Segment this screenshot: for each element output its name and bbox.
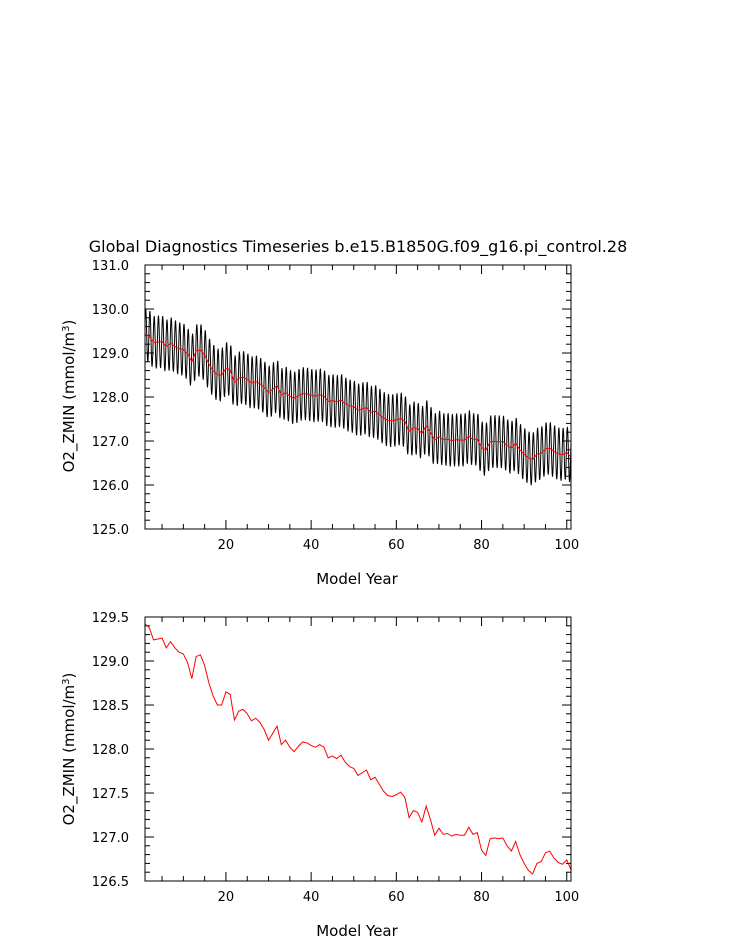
top-tick-labels: 20 40 60 80 100 125.0 126.0 127.0 128.0 129.0 130.… [92,259,579,553]
top-y-axis-label: O2_ZMIN (mmol/m3) [60,320,79,473]
y-tick-label: 127.0 [92,831,129,846]
x-tick-label: 100 [554,890,579,905]
y-tick-label: 131.0 [92,259,129,274]
bottom-x-axis-label: Model Year [316,922,398,940]
x-tick-label: 80 [473,538,490,553]
x-tick-label: 80 [473,890,490,905]
top-grid-ticks [145,264,571,530]
y-tick-label: 126.0 [92,479,129,494]
x-tick-label: 60 [388,538,405,553]
y-tick-label: 127.0 [92,435,129,450]
bottom-grid-ticks [145,616,571,882]
bottom-y-axis-label: O2_ZMIN (mmol/m3) [60,673,79,826]
x-tick-label: 40 [303,538,320,553]
top-x-axis-label: Model Year [316,570,398,588]
x-tick-label: 20 [218,890,235,905]
bottom-plot-frame [144,616,572,882]
x-tick-label: 40 [303,890,320,905]
x-tick-label: 20 [218,538,235,553]
x-tick-label: 100 [554,538,579,553]
y-tick-label: 127.5 [92,787,129,802]
top-monthly-series-line [144,308,572,486]
y-tick-label: 130.0 [92,303,129,318]
y-tick-label: 129.0 [92,655,129,670]
y-tick-label: 128.0 [92,743,129,758]
chart-top-panel: 20 40 60 80 100 125.0 126.0 127.0 128.0 129.0 130.… [60,259,579,588]
y-tick-label: 125.0 [92,523,129,538]
chart-bottom-panel: 20 40 60 80 100 126.5 127.0 127.5 128.0 128.5 129.… [60,611,579,940]
top-plot-frame [144,264,572,530]
bottom-tick-labels: 20 40 60 80 100 126.5 127.0 127.5 128.0 128.5 129.… [92,611,579,905]
bottom-annual-mean-series-line [144,623,572,875]
top-annual-mean-series-line [144,334,572,461]
y-tick-label: 129.5 [92,611,129,626]
y-tick-label: 128.0 [92,391,129,406]
y-tick-label: 129.0 [92,347,129,362]
y-tick-label: 126.5 [92,875,129,890]
x-tick-label: 60 [388,890,405,905]
y-tick-label: 128.5 [92,699,129,714]
figure-title: Global Diagnostics Timeseries b.e15.B185… [89,237,628,257]
